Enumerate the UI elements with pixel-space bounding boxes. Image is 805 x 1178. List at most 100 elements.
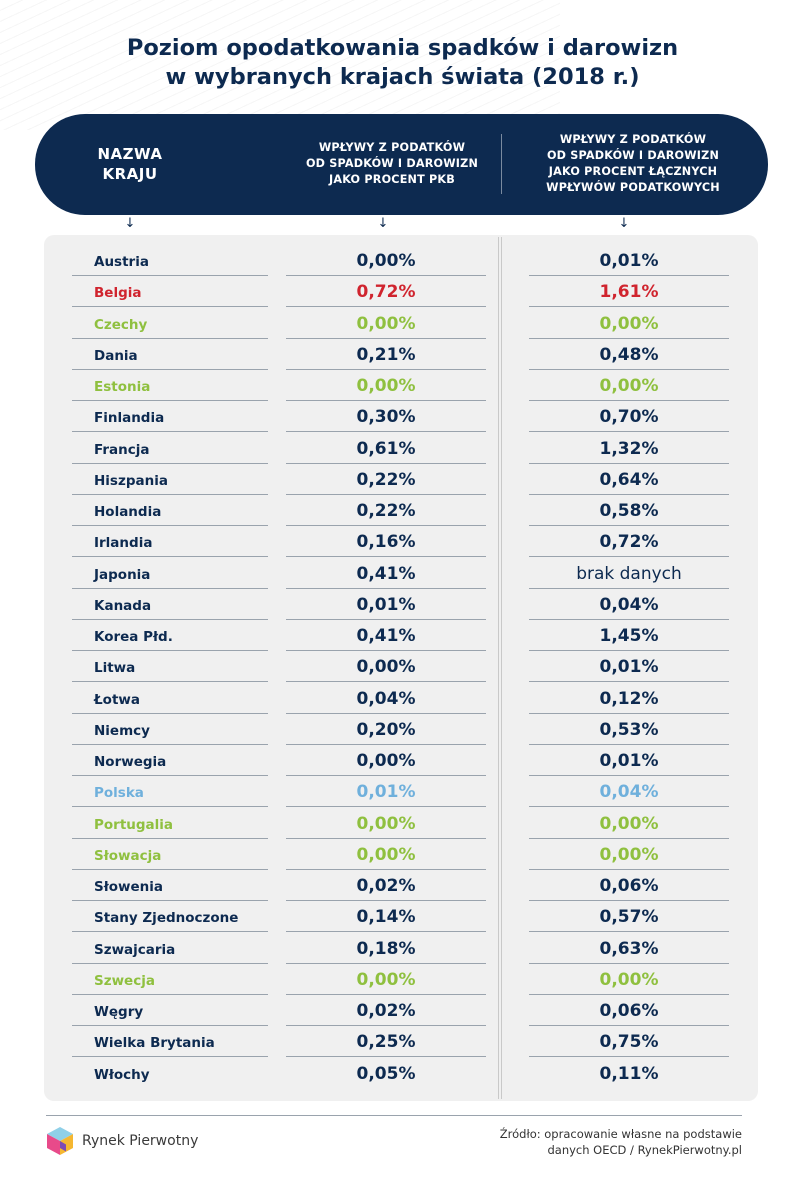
row-divider (72, 993, 268, 995)
header-tax-line: WPŁYWY Z PODATKÓW (559, 133, 707, 146)
row-divider (529, 868, 729, 870)
tax-percent-value: 0,72% (599, 532, 659, 553)
country-name: Słowacja (94, 847, 162, 864)
row-divider (286, 837, 486, 839)
tax-percent-value: 0,01% (599, 751, 659, 771)
country-name: Norwegia (94, 754, 167, 770)
country-name: Węgry (94, 1004, 144, 1020)
row-divider (72, 650, 268, 651)
row-divider (72, 712, 268, 714)
row-divider (529, 618, 729, 620)
tax-percent-value: 1,45% (599, 626, 659, 646)
country-name: Włochy (94, 1066, 150, 1083)
row-divider (72, 1056, 268, 1058)
row-divider (286, 993, 486, 995)
row-divider (529, 493, 729, 495)
table-row: Węgry 0,02% 0,06% (44, 991, 758, 1026)
tax-percent-value: 1,32% (599, 438, 659, 459)
row-divider (286, 337, 486, 339)
pkb-percent-value: 0,00% (356, 844, 416, 865)
title-line-2: w wybranych krajach świata (2018 r.) (165, 64, 640, 90)
table-row: Słowenia 0,02% 0,06% (44, 866, 758, 901)
country-name: Irlandia (94, 535, 153, 552)
row-divider (529, 837, 729, 839)
pkb-percent-value: 0,00% (356, 657, 416, 678)
table-row: Austria 0,00% 0,01% (44, 241, 758, 276)
pkb-percent-value: 0,00% (356, 813, 416, 834)
row-divider (529, 431, 729, 433)
tax-percent-value: 0,00% (599, 313, 659, 334)
row-divider (72, 806, 268, 808)
row-divider (286, 556, 486, 558)
arrow-down-icon: ↓ (377, 216, 389, 231)
table-row: Szwecja 0,00% 0,00% (44, 960, 758, 995)
row-divider (529, 525, 729, 526)
row-divider (72, 556, 268, 558)
pkb-percent-value: 0,00% (356, 313, 416, 334)
pkb-percent-value: 0,01% (356, 782, 416, 803)
row-divider (529, 462, 729, 464)
table-row: Holandia 0,22% 0,58% (44, 491, 758, 526)
row-divider (286, 618, 486, 620)
table-row: Słowacja 0,00% 0,00% (44, 835, 758, 870)
pkb-percent-value: 0,41% (356, 563, 416, 584)
pkb-percent-value: 0,00% (356, 969, 416, 990)
row-divider (529, 275, 729, 276)
row-divider (529, 962, 729, 964)
pkb-percent-value: 0,00% (356, 751, 416, 771)
row-divider (72, 275, 268, 276)
rynek-pierwotny-logo-icon (47, 1127, 73, 1155)
country-name: Japonia (94, 566, 151, 583)
pkb-percent-value: 0,01% (356, 594, 416, 615)
header-tax-line: JAKO PROCENT ŁĄCZNYCH (548, 165, 718, 178)
row-divider (286, 775, 486, 776)
pkb-percent-value: 0,14% (356, 907, 416, 928)
pkb-percent-value: 0,25% (356, 1032, 416, 1053)
row-divider (72, 400, 268, 401)
country-name: Stany Zjednoczone (94, 910, 239, 927)
tax-percent-value: 0,64% (599, 469, 659, 490)
table-row: Litwa 0,00% 0,01% (44, 647, 758, 683)
row-divider (72, 1025, 268, 1026)
tax-percent-value: 0,01% (599, 251, 659, 271)
source-note: Źródło: opracowanie własne na podstawie … (500, 1126, 742, 1158)
row-divider (72, 681, 268, 683)
table-row: Francja 0,61% 1,32% (44, 429, 758, 464)
tax-percent-value: 0,01% (599, 657, 659, 678)
arrow-down-icon: ↓ (124, 216, 136, 231)
title-line-1: Poziom opodatkowania spadków i darowizn (126, 35, 679, 61)
tax-percent-value: 0,06% (599, 1001, 659, 1021)
tax-percent-value: 0,57% (599, 907, 659, 928)
country-name: Litwa (94, 660, 136, 677)
table-row: Kanada 0,01% 0,04% (44, 585, 758, 620)
country-name: Łotwa (94, 691, 140, 708)
header-pkb-line: OD SPADKÓW I DAROWIZN (305, 157, 479, 170)
row-divider (286, 1025, 486, 1026)
row-divider (286, 306, 486, 308)
country-name: Austria (94, 254, 149, 270)
country-name: Korea Płd. (94, 629, 173, 645)
row-divider (72, 837, 268, 839)
table-row: Irlandia 0,16% 0,72% (44, 522, 758, 558)
row-divider (286, 868, 486, 870)
table-row: Korea Płd. 0,41% 1,45% (44, 616, 758, 651)
row-divider (286, 275, 486, 276)
pkb-percent-value: 0,16% (356, 532, 416, 553)
arrow-down-icon: ↓ (618, 216, 630, 231)
row-divider (72, 962, 268, 964)
row-divider (286, 1056, 486, 1058)
country-name: Kanada (94, 597, 152, 614)
row-divider (529, 400, 729, 401)
country-name: Słowenia (94, 879, 163, 895)
tax-percent-value: brak danych (576, 563, 682, 584)
tax-percent-value: 0,53% (599, 719, 659, 740)
pkb-percent-value: 0,00% (356, 376, 416, 396)
tax-percent-value: 0,04% (599, 594, 659, 615)
row-divider (72, 462, 268, 464)
row-divider (72, 868, 268, 870)
header-country-line: KRAJU (102, 165, 158, 183)
header-pkb-line: JAKO PROCENT PKB (328, 173, 456, 186)
country-name: Belgia (94, 285, 142, 302)
tax-percent-value: 0,00% (599, 813, 659, 834)
table-row: Stany Zjednoczone 0,14% 0,57% (44, 897, 758, 933)
